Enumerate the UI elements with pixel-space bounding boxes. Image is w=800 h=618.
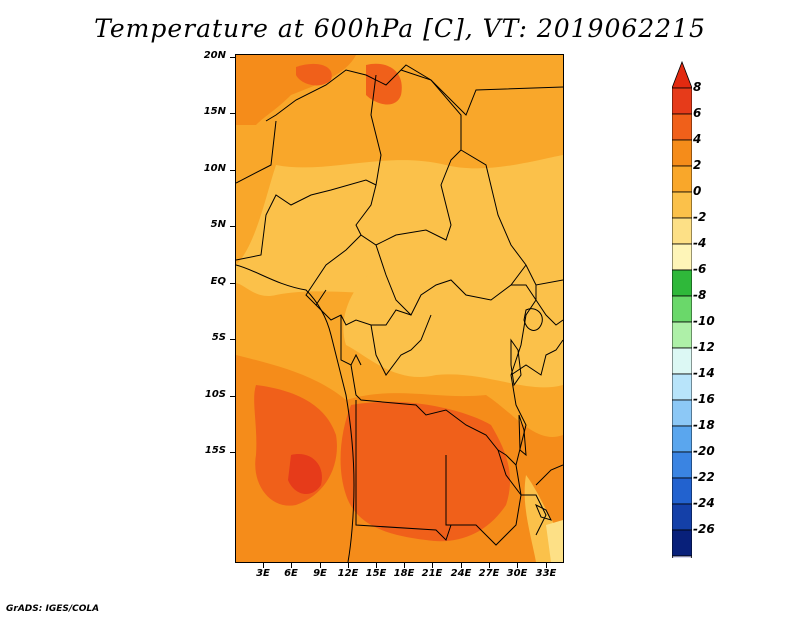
colorbar-label: -12	[693, 340, 715, 354]
colorbar-box	[672, 477, 692, 505]
lat-label-20n: 20N	[203, 50, 226, 61]
colorbar	[672, 60, 692, 558]
lon-label-3e: 3E	[256, 568, 270, 579]
colorbar-label: 2	[693, 158, 702, 172]
lon-tick	[263, 563, 264, 568]
lat-label-15n: 15N	[203, 106, 226, 117]
lat-label-eq: EQ	[210, 276, 226, 287]
colorbar-label: -22	[693, 470, 715, 484]
colorbar-label: 8	[693, 80, 702, 94]
lat-tick	[230, 283, 235, 284]
field-south-very-hot	[340, 401, 511, 542]
colorbar-box	[672, 243, 692, 271]
colorbar-top-triangle	[672, 60, 692, 89]
grads-credit: GrADS: IGES/COLA	[6, 604, 100, 614]
colorbar-box	[672, 295, 692, 323]
colorbar-label: -26	[693, 522, 715, 536]
colorbar-box	[672, 217, 692, 245]
colorbar-box	[672, 87, 692, 115]
lat-tick	[230, 113, 235, 114]
colorbar-label: -18	[693, 418, 715, 432]
colorbar-label: -6	[693, 262, 707, 276]
map-canvas	[236, 55, 563, 562]
lat-tick	[230, 396, 235, 397]
temperature-map	[235, 54, 564, 563]
colorbar-label: 4	[693, 132, 702, 146]
colorbar-label: -14	[693, 366, 715, 380]
colorbar-label: -10	[693, 314, 715, 328]
lat-label-15s: 15S	[204, 445, 226, 456]
colorbar-box	[672, 139, 692, 167]
field-southeast-coolest	[546, 520, 563, 562]
lon-tick	[320, 563, 321, 568]
lat-tick	[230, 226, 235, 227]
lon-tick	[376, 563, 377, 568]
coastline	[236, 264, 355, 562]
lon-label-6e: 6E	[284, 568, 298, 579]
colorbar-box	[672, 399, 692, 427]
lon-tick	[348, 563, 349, 568]
colorbar-label: -8	[693, 288, 707, 302]
lon-label-9e: 9E	[313, 568, 327, 579]
colorbar-box	[672, 165, 692, 193]
colorbar-label: 0	[693, 184, 702, 198]
colorbar-box	[672, 373, 692, 401]
colorbar-box	[672, 425, 692, 453]
colorbar-boxes	[672, 60, 692, 558]
colorbar-box	[672, 529, 692, 557]
colorbar-label: -4	[693, 236, 707, 250]
lat-label-5s: 5S	[211, 332, 226, 343]
lat-label-10s: 10S	[204, 389, 226, 400]
lon-label-30e: 30E	[506, 568, 528, 579]
colorbar-label: 6	[693, 106, 702, 120]
lon-label-15e: 15E	[365, 568, 387, 579]
lon-label-12e: 12E	[337, 568, 359, 579]
lon-tick	[432, 563, 433, 568]
colorbar-box	[672, 451, 692, 479]
colorbar-label: -20	[693, 444, 715, 458]
colorbar-bottom-triangle	[672, 555, 692, 558]
lon-tick	[517, 563, 518, 568]
field-equatorial-2to4	[343, 250, 563, 388]
colorbar-box	[672, 191, 692, 219]
lon-tick	[489, 563, 490, 568]
lon-tick	[461, 563, 462, 568]
lat-label-5n: 5N	[210, 219, 226, 230]
field-southwest-hottest	[288, 454, 322, 495]
lat-tick	[230, 339, 235, 340]
lon-label-18e: 18E	[393, 568, 415, 579]
lon-label-33e: 33E	[535, 568, 557, 579]
lon-label-27e: 27E	[478, 568, 500, 579]
field-north-very-hot-2	[296, 63, 332, 86]
colorbar-box	[672, 347, 692, 375]
lon-label-21e: 21E	[421, 568, 443, 579]
lon-tick	[404, 563, 405, 568]
colorbar-box	[672, 269, 692, 297]
map-title: Temperature at 600hPa [C], VT: 201906221…	[94, 14, 706, 43]
colorbar-label: -2	[693, 210, 707, 224]
lat-tick	[230, 57, 235, 58]
lat-tick	[230, 170, 235, 171]
colorbar-box	[672, 113, 692, 141]
lat-tick	[230, 452, 235, 453]
lakes	[510, 308, 552, 521]
lon-tick	[291, 563, 292, 568]
colorbar-box	[672, 321, 692, 349]
colorbar-label: -16	[693, 392, 715, 406]
colorbar-box	[672, 503, 692, 531]
country-borders	[236, 64, 563, 546]
lon-tick	[546, 563, 547, 568]
lat-label-10n: 10N	[203, 163, 226, 174]
colorbar-label: -24	[693, 496, 715, 510]
lon-label-24e: 24E	[450, 568, 472, 579]
